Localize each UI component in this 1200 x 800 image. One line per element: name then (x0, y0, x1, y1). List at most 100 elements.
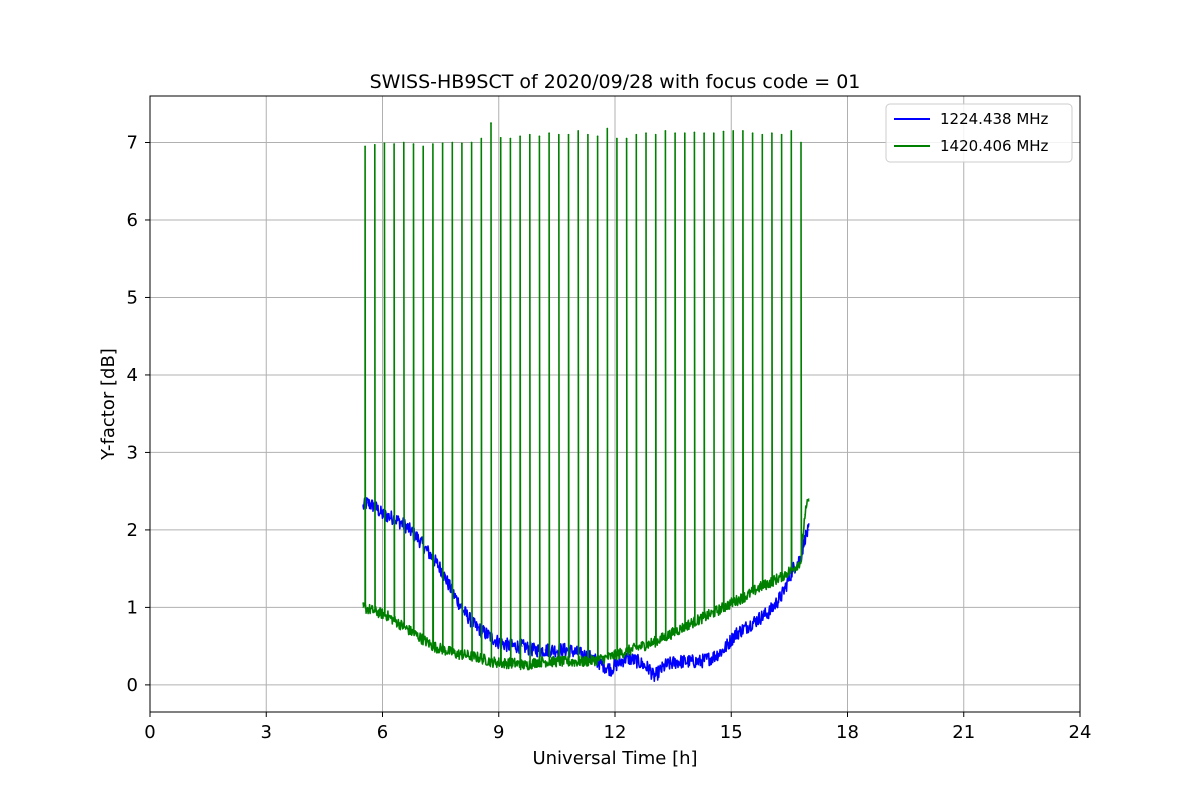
y-tick-label: 7 (127, 132, 138, 153)
data-point (513, 662, 516, 664)
data-point (439, 567, 442, 570)
data-point (637, 660, 640, 663)
spike-point (616, 137, 618, 140)
spike-point (684, 132, 686, 134)
data-point (560, 660, 562, 663)
data-point (664, 636, 667, 638)
chart-title: SWISS-HB9SCT of 2020/09/28 with focus co… (370, 71, 861, 93)
data-point (664, 664, 667, 667)
data-point (362, 606, 364, 609)
data-point (734, 600, 736, 602)
data-point (602, 664, 605, 667)
data-point (362, 505, 364, 508)
spike-point (771, 132, 773, 134)
spike-point (751, 132, 754, 134)
spike-point (519, 135, 521, 138)
spike-point (742, 130, 744, 132)
x-tick-label: 15 (720, 722, 743, 743)
data-point (408, 629, 411, 632)
x-tick-label: 18 (836, 722, 859, 743)
y-tick-label: 3 (127, 442, 138, 463)
data-point (769, 610, 771, 613)
spike-point (780, 133, 783, 136)
spike-point (509, 137, 512, 140)
plot-area (362, 122, 810, 682)
y-tick-label: 0 (127, 675, 138, 696)
x-tick-label: 12 (604, 722, 627, 743)
data-point (420, 637, 423, 640)
spike-point (625, 137, 628, 140)
series-2 (362, 122, 810, 671)
data-point (443, 649, 446, 651)
data-point (722, 606, 725, 609)
y-tick-label: 4 (127, 365, 138, 386)
data-point (625, 657, 628, 659)
series-line (362, 122, 810, 671)
data-point (610, 668, 612, 671)
data-point (501, 662, 504, 664)
data-point (397, 622, 399, 624)
legend: 1224.438 MHz 1420.406 MHz (885, 103, 1073, 163)
data-point (571, 660, 574, 663)
x-tick-label: 0 (144, 722, 155, 743)
spike-point (364, 145, 366, 148)
spike-point (451, 141, 454, 144)
data-point (594, 659, 597, 661)
x-axis: 0 3 6 9 12 15 18 21 24 (144, 712, 1091, 743)
data-point (780, 595, 783, 597)
data-point (606, 657, 609, 659)
spike-point (693, 131, 696, 134)
data-point (800, 560, 802, 562)
data-point (478, 657, 481, 659)
data-point (808, 498, 810, 500)
spike-point (577, 130, 579, 132)
data-point (780, 575, 783, 578)
spike-point (412, 143, 415, 145)
data-point (649, 668, 651, 671)
data-point (792, 567, 795, 570)
data-point (466, 654, 469, 657)
data-point (579, 653, 581, 655)
data-point (653, 641, 655, 644)
data-point (366, 502, 368, 504)
spike-point (635, 133, 638, 136)
spike-point (393, 143, 395, 145)
spike-point (732, 130, 734, 132)
data-point (416, 536, 419, 539)
spike-point (606, 127, 609, 130)
data-point (614, 664, 616, 667)
data-point (699, 660, 702, 663)
data-point (757, 587, 760, 589)
data-point (486, 633, 488, 636)
data-point (804, 513, 806, 516)
data-point (699, 618, 702, 620)
data-point (532, 649, 535, 651)
data-point (808, 529, 810, 531)
spike-point (674, 132, 676, 134)
data-point (629, 649, 632, 651)
data-point (687, 623, 690, 626)
spike-point (422, 145, 425, 148)
spike-point (461, 142, 463, 145)
spike-point (587, 133, 589, 136)
spike-point (529, 133, 531, 136)
data-point (521, 645, 523, 647)
spike-point (645, 132, 647, 134)
data-point (490, 660, 492, 663)
data-point (711, 612, 713, 615)
spike-point (499, 137, 502, 139)
data-point (676, 660, 678, 663)
spike-point (664, 130, 667, 132)
x-tick-label: 9 (493, 722, 504, 743)
data-point (687, 660, 690, 663)
spike-point (538, 135, 541, 138)
spike-point (567, 133, 570, 136)
y-tick-label: 2 (127, 520, 138, 541)
data-point (618, 653, 620, 655)
data-point (381, 513, 384, 516)
data-point (463, 610, 465, 613)
data-point (804, 536, 806, 539)
data-point (746, 626, 748, 628)
x-tick-label: 21 (952, 722, 975, 743)
